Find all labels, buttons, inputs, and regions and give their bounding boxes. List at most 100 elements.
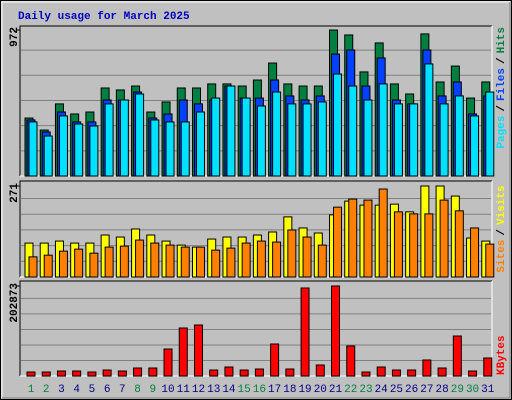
bar (211, 249, 221, 278)
bar (378, 188, 388, 278)
bar (178, 327, 188, 377)
bar (119, 245, 129, 278)
panel-bevel (19, 180, 492, 277)
x-tick-label: 27 (420, 384, 433, 396)
bar (89, 252, 99, 278)
x-tick-label: 6 (104, 384, 111, 396)
bar (454, 210, 464, 278)
bar (287, 229, 297, 278)
bar (117, 370, 127, 377)
bar (150, 119, 160, 177)
panel-bevel (19, 25, 492, 176)
x-tick-label: 23 (359, 384, 372, 396)
bar (407, 369, 417, 377)
bar (439, 103, 449, 177)
bar (163, 348, 173, 377)
x-tick-label: 12 (192, 384, 205, 396)
bar (135, 93, 145, 177)
bar (254, 368, 264, 377)
bar (452, 335, 462, 377)
y-tick-label: 202873 (9, 283, 21, 323)
bar (485, 243, 495, 278)
bar (391, 369, 401, 377)
bar (256, 105, 266, 177)
bar (470, 227, 480, 278)
bar (485, 91, 495, 177)
bar (409, 103, 419, 177)
bar (272, 91, 282, 177)
bar (363, 199, 373, 278)
bar (195, 246, 205, 278)
bar (285, 368, 295, 377)
bar (165, 244, 175, 278)
x-tick-label: 21 (329, 384, 343, 396)
bar (470, 115, 480, 177)
bar (346, 345, 356, 377)
bar (28, 256, 38, 278)
bar (87, 371, 97, 377)
bar (409, 213, 419, 278)
x-tick-label: 8 (134, 384, 141, 396)
bar (226, 247, 236, 278)
bar (317, 101, 327, 177)
bar (180, 246, 190, 278)
bar (102, 369, 112, 377)
bar (331, 285, 341, 377)
bar (315, 364, 325, 377)
x-tick-label: 30 (466, 384, 479, 396)
bar (150, 242, 160, 278)
bar (28, 121, 38, 177)
x-tick-label: 26 (405, 384, 418, 396)
bar (148, 367, 158, 377)
x-tick-label: 20 (314, 384, 327, 396)
bar (361, 371, 371, 377)
legend-entry: KBytes (496, 335, 508, 375)
bar (348, 85, 358, 177)
bar (256, 240, 266, 278)
panel (20, 281, 492, 376)
bar (348, 198, 358, 278)
x-tick-label: 1 (28, 384, 35, 396)
legend-entry: Sites (496, 240, 508, 273)
legend: Sites / Visits (496, 185, 508, 272)
bar (272, 241, 282, 278)
bar (104, 103, 114, 177)
bar (439, 199, 449, 278)
bar (165, 121, 175, 177)
x-tick-label: 11 (177, 384, 191, 396)
y-tick-label: 972 (9, 27, 21, 47)
bar (483, 357, 493, 377)
bar (422, 359, 432, 377)
bar (209, 369, 219, 377)
bar (56, 370, 66, 377)
x-tick-label: 25 (390, 384, 403, 396)
x-tick-label: 29 (451, 384, 464, 396)
x-tick-label: 28 (435, 384, 448, 396)
bar (317, 244, 327, 278)
bar (72, 370, 82, 377)
x-tick-label: 2 (43, 384, 50, 396)
bar (437, 367, 447, 377)
bar (104, 246, 114, 278)
legend-entry: Pages (496, 116, 508, 149)
x-tick-label: 16 (253, 384, 266, 396)
legend-separator: / (496, 229, 508, 236)
panel-bevel (19, 280, 492, 376)
bar (376, 366, 386, 377)
x-tick-label: 24 (375, 384, 389, 396)
bar (43, 254, 53, 278)
bar (193, 324, 203, 377)
bar (393, 211, 403, 278)
bar (43, 135, 53, 177)
bar (26, 371, 36, 377)
bar (180, 121, 190, 177)
bar (333, 206, 343, 278)
legend-separator: / (496, 105, 508, 112)
x-tick-label: 31 (481, 384, 495, 396)
bar (74, 123, 84, 177)
bar (241, 97, 251, 177)
bar (302, 236, 312, 278)
x-tick-label: 13 (207, 384, 220, 396)
